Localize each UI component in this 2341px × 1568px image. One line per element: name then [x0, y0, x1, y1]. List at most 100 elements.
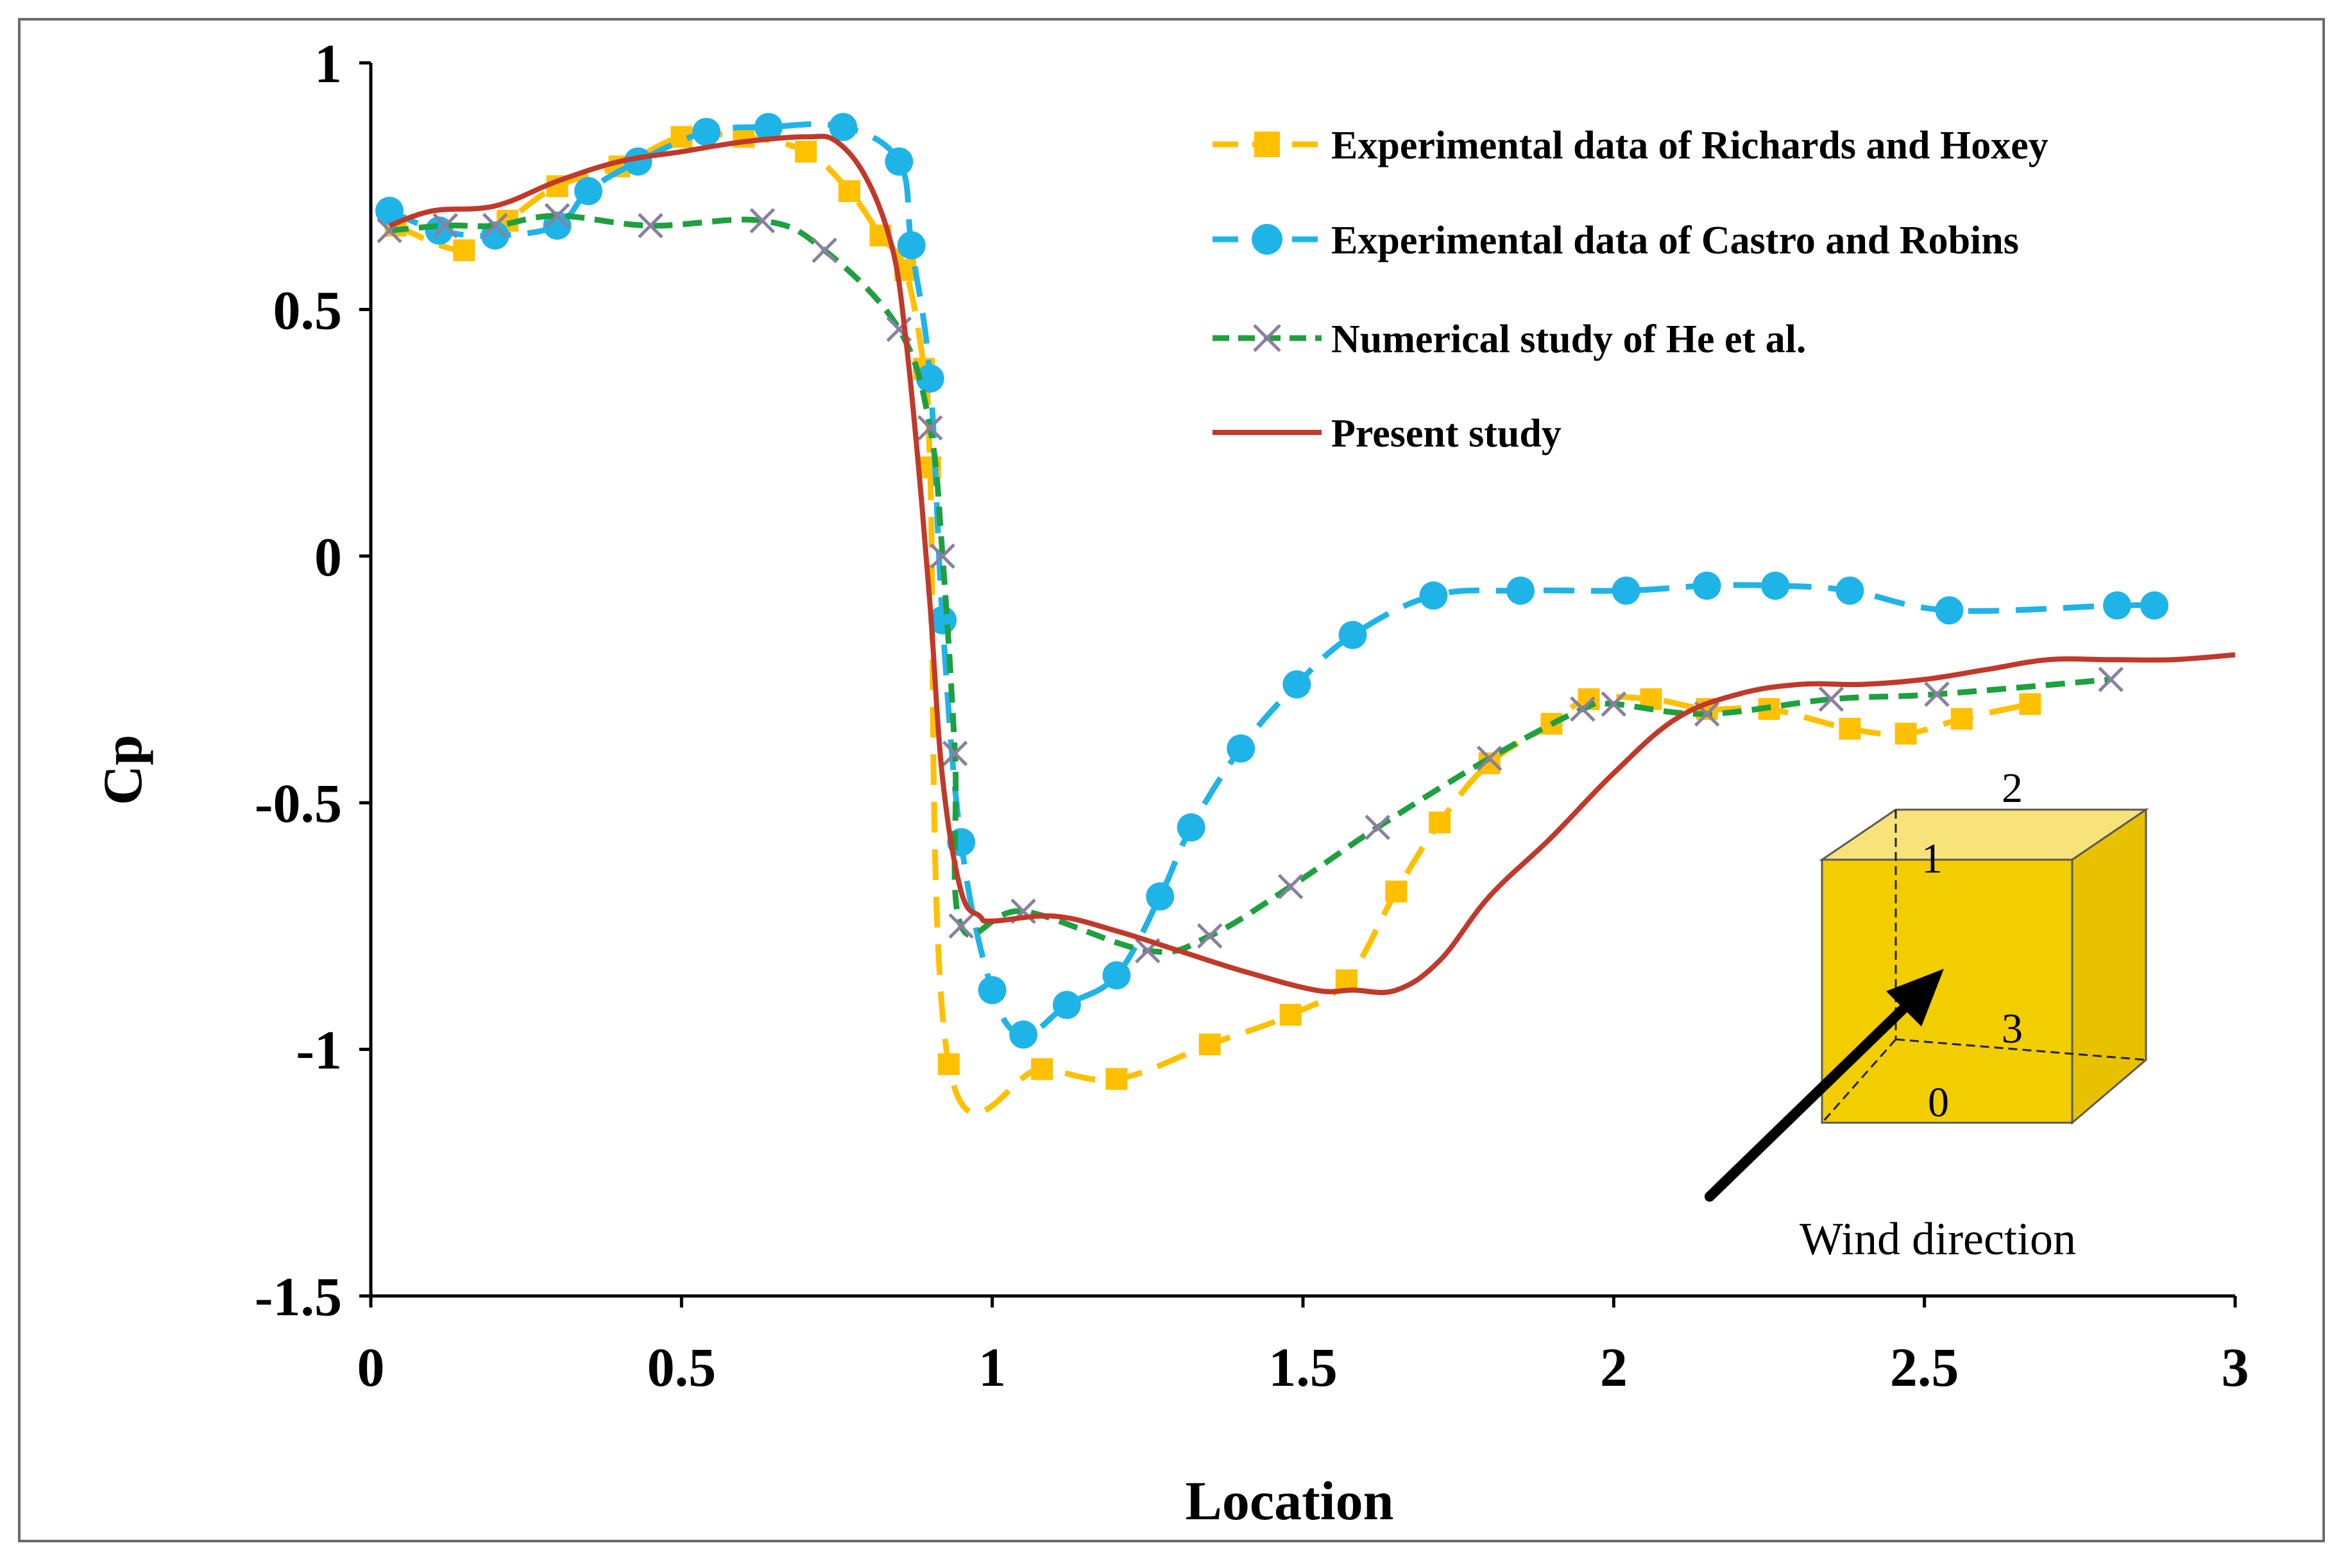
cube-side-face [2071, 808, 2147, 1125]
legend-marker-square [1254, 132, 1280, 157]
data-point-x [930, 543, 955, 569]
data-point-x [1924, 681, 1950, 707]
data-point-circle [375, 196, 404, 225]
x-tick-label: 0 [357, 1336, 385, 1398]
data-point-circle [2102, 591, 2131, 620]
data-point-circle [1935, 596, 1964, 625]
data-point-x [948, 913, 974, 939]
x-tick-label: 2 [1600, 1336, 1628, 1398]
data-point-x [749, 208, 776, 234]
legend-label-he-et-al: Numerical study of He et al. [1331, 318, 1806, 361]
legend-entry-castro-robins: Experimental data of Castro and Robins [1213, 219, 2019, 262]
data-point-x [638, 212, 663, 239]
data-point-square [453, 239, 475, 262]
data-point-x [1601, 691, 1627, 717]
series-line [388, 133, 2236, 995]
legend-marker-circle [1252, 224, 1282, 255]
legend: Experimental data of Richards and Hoxey … [1213, 124, 2048, 456]
data-point-x [1365, 814, 1391, 840]
series-layer [375, 112, 2236, 1116]
data-point-square [1198, 1033, 1221, 1055]
data-point-circle [897, 231, 926, 260]
data-point-circle [1009, 1020, 1038, 1049]
data-point-circle [1761, 571, 1790, 600]
y-tick-label: -1.5 [255, 1266, 342, 1327]
y-axis-title: Cp [92, 735, 153, 805]
legend-label-richards-hoxey: Experimental data of Richards and Hoxey [1331, 124, 2048, 167]
data-point-square [1950, 708, 1973, 730]
x-tick-label: 1 [978, 1336, 1006, 1398]
data-point-x [1196, 923, 1223, 949]
wind-arrow-head-icon [1886, 969, 1944, 1027]
data-point-circle [1612, 576, 1640, 605]
data-point-circle [1692, 571, 1721, 600]
wind-direction-inset: 2 1 3 0 Wind direction [1705, 765, 2149, 1265]
legend-entry-richards-hoxey: Experimental data of Richards and Hoxey [1213, 124, 2048, 167]
cube-label-2: 2 [2002, 765, 2023, 812]
data-point-square [1279, 1003, 1302, 1026]
data-point-square [795, 141, 817, 163]
cube-label-3: 3 [2002, 1005, 2023, 1052]
data-point-x [1818, 686, 1844, 712]
legend-marker-x [1253, 324, 1281, 352]
wind-direction-label: Wind direction [1800, 1213, 2076, 1265]
data-point-circle [574, 176, 603, 205]
data-point-x [1476, 746, 1502, 771]
series-1 [375, 112, 2169, 1049]
data-point-x [942, 740, 968, 767]
chart-border [18, 18, 2325, 1542]
x-tick-label: 0.5 [647, 1336, 717, 1398]
data-point-x [1277, 874, 1304, 899]
legend-label-present-study: Present study [1331, 412, 1562, 456]
y-tick-label: 0.5 [273, 279, 343, 341]
data-point-x [2098, 667, 2124, 692]
data-point-circle [1338, 620, 1367, 649]
data-point-circle [1506, 576, 1535, 605]
y-tick-label: 0 [314, 526, 342, 588]
data-point-circle [1419, 581, 1448, 610]
y-tick-label: 1 [314, 33, 342, 94]
data-point-circle [1102, 961, 1131, 990]
data-point-square [1335, 969, 1358, 991]
data-point-square [1894, 722, 1917, 745]
data-point-circle [885, 147, 914, 176]
data-point-square [838, 180, 860, 202]
data-point-square [1839, 717, 1861, 740]
data-point-circle [692, 117, 721, 146]
data-point-circle [1227, 734, 1256, 763]
data-point-square [1385, 880, 1408, 903]
cube-hidden-edge-diagonal [1821, 1039, 1897, 1123]
data-point-circle [2140, 591, 2169, 620]
x-tick-label: 2.5 [1890, 1336, 1959, 1398]
data-point-x [1570, 696, 1596, 722]
legend-label-castro-robins: Experimental data of Castro and Robins [1331, 219, 2019, 262]
y-tick-label: -1 [296, 1019, 342, 1081]
data-point-circle [1282, 670, 1311, 699]
x-tick-label: 1.5 [1268, 1336, 1338, 1398]
cube-label-1: 1 [1921, 835, 1943, 882]
cube-label-0: 0 [1928, 1079, 1949, 1126]
ticks-layer: 0 0.5 1 1.5 2 2.5 3 1 0.5 0 -0.5 -1 -1.5 [255, 33, 2249, 1398]
legend-entry-he-et-al: Numerical study of He et al. [1213, 318, 1806, 361]
data-point-circle [1835, 576, 1864, 605]
y-tick-label: -0.5 [255, 772, 342, 834]
data-point-square [2019, 693, 2041, 715]
data-point-square [1105, 1068, 1128, 1090]
series-line [389, 212, 2111, 955]
data-point-x [812, 237, 837, 263]
x-tick-label: 3 [2222, 1336, 2249, 1398]
data-point-circle [1177, 813, 1205, 842]
data-point-square [937, 1053, 960, 1075]
data-point-circle [915, 364, 944, 393]
data-point-x [544, 203, 570, 229]
data-point-circle [1052, 991, 1081, 1019]
data-point-square [1031, 1058, 1053, 1080]
data-point-square [1429, 811, 1451, 833]
data-point-x [917, 415, 943, 441]
data-point-circle [978, 976, 1007, 1005]
x-axis-title: Location [1186, 1470, 1394, 1531]
series-3 [388, 133, 2236, 995]
data-point-x [482, 212, 508, 239]
